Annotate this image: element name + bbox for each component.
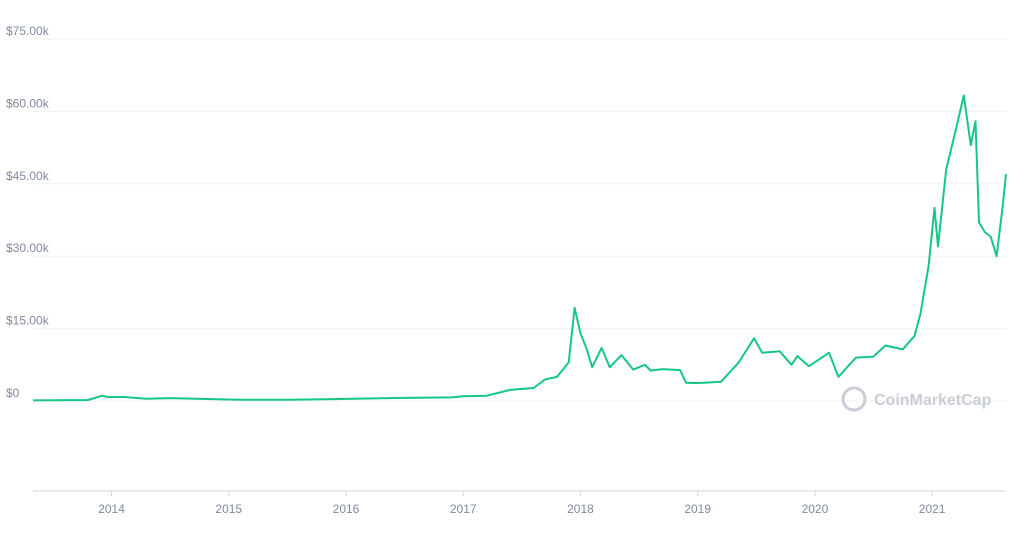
y-tick-label: $0 xyxy=(6,386,20,400)
y-tick-label: $30.00k xyxy=(6,241,50,255)
price-line xyxy=(32,94,1007,402)
y-tick-label: $45.00k xyxy=(6,169,50,183)
watermark-text: CoinMarketCap xyxy=(874,392,992,409)
x-tick-label: 2015 xyxy=(215,502,242,516)
x-tick-label: 2016 xyxy=(333,502,360,516)
x-tick-label: 2019 xyxy=(684,502,711,516)
watermark: CoinMarketCap xyxy=(841,386,992,412)
y-tick-label: $60.00k xyxy=(6,96,50,110)
x-tick-label: 2021 xyxy=(919,502,946,516)
x-tick-label: 2017 xyxy=(450,502,477,516)
x-tick-label: 2014 xyxy=(98,502,125,516)
x-tick-label: 2018 xyxy=(567,502,594,516)
x-tick-label: 2020 xyxy=(802,502,829,516)
y-tick-label: $15.00k xyxy=(6,314,50,328)
y-tick-label: $75.00k xyxy=(6,24,50,38)
watermark-logo xyxy=(841,386,867,412)
